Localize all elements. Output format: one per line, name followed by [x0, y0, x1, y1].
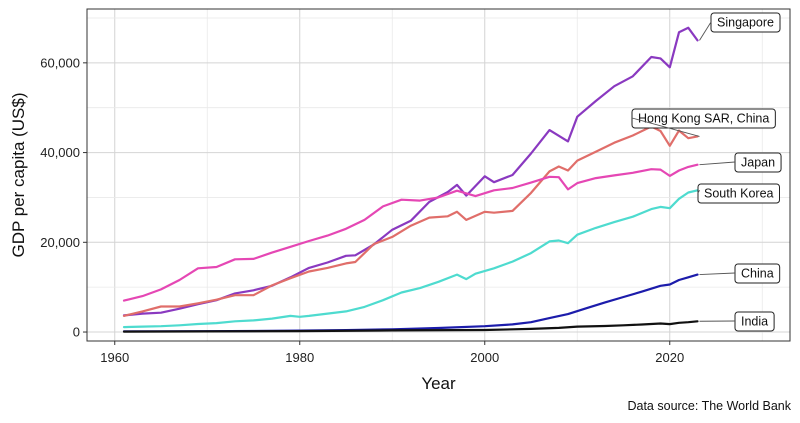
end-label-leader — [697, 190, 700, 194]
end-label-japan: Japan — [699, 152, 782, 173]
end-labels: Singapore Hong Kong SAR, China Japan South … — [631, 12, 782, 332]
end-label-box — [734, 152, 782, 173]
end-label-south-korea: South Korea — [697, 183, 780, 204]
end-label-india: India — [699, 311, 775, 332]
end-label-leader — [699, 21, 712, 41]
end-label-text: Singapore — [717, 16, 774, 30]
y-tick-label: 20,000 — [40, 235, 80, 250]
end-label-box — [734, 263, 781, 284]
y-tick-label: 60,000 — [40, 55, 80, 70]
end-label-leader — [699, 161, 736, 166]
end-label-text: South Korea — [704, 187, 774, 201]
end-label-text: Japan — [741, 156, 775, 170]
series-line-singapore — [122, 26, 699, 317]
series-line-south-korea — [122, 189, 699, 329]
x-axis: 1960 1980 2000 2020 — [100, 341, 684, 365]
series-line-japan — [122, 163, 699, 302]
series-lines — [122, 26, 699, 333]
end-label-text: Hong Kong SAR, China — [638, 112, 769, 126]
x-tick-label: 2020 — [655, 350, 684, 365]
y-axis-title: GDP per capita (US$) — [9, 92, 28, 257]
series-line-hong-kong-sar-china — [122, 125, 699, 317]
y-tick-label: 40,000 — [40, 145, 80, 160]
x-tick-label: 1980 — [285, 350, 314, 365]
end-label-text: China — [741, 267, 774, 281]
end-label-box — [631, 108, 776, 129]
end-label-hong-kong-sar-china: Hong Kong SAR, China — [631, 108, 776, 137]
series-line-india — [122, 320, 699, 333]
end-label-text: India — [741, 315, 768, 329]
grid-lines — [87, 9, 790, 341]
plot-panel-border — [86, 8, 791, 342]
end-label-leader — [631, 117, 700, 137]
y-tick-label: 0 — [73, 325, 80, 340]
end-label-box — [697, 183, 780, 204]
x-tick-label: 1960 — [100, 350, 129, 365]
data-source-note: Data source: The World Bank — [627, 399, 791, 413]
y-axis: 0 20,000 40,000 60,000 — [40, 55, 87, 340]
end-label-china: China — [699, 263, 781, 284]
end-label-singapore: Singapore — [699, 12, 781, 41]
end-label-box — [734, 311, 775, 332]
end-label-leader — [699, 272, 736, 276]
x-axis-title: Year — [421, 374, 456, 393]
x-tick-label: 2000 — [470, 350, 499, 365]
